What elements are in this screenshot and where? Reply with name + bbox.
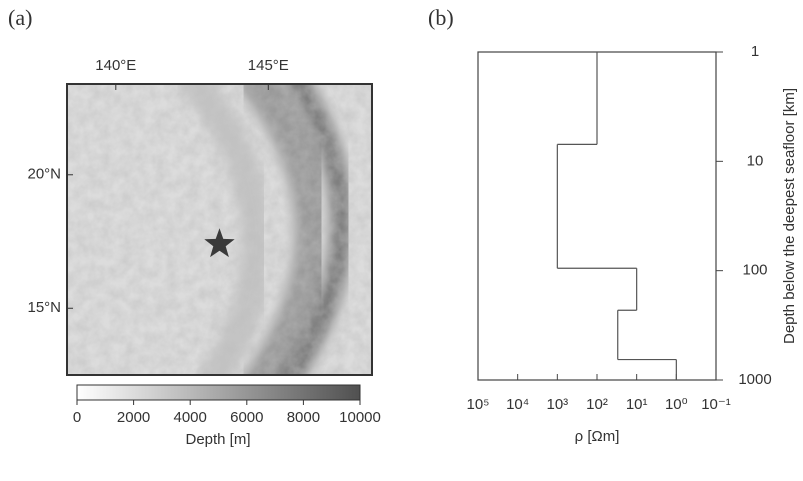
colorbar-tick-label: 10000 <box>339 409 381 426</box>
panel-label: (b) <box>428 5 454 30</box>
colorbar-tick-label: 2000 <box>117 409 150 426</box>
colorbar-tick-label: 8000 <box>287 409 320 426</box>
y-tick-label: 1000 <box>738 371 771 388</box>
x-tick-label: 145°E <box>248 57 289 74</box>
y-tick-label: 15°N <box>27 299 61 316</box>
x-tick-label: 10⁴ <box>506 396 529 413</box>
colorbar-tick-label: 0 <box>73 409 81 426</box>
y-tick-label: 1 <box>751 43 759 60</box>
x-axis-label: ρ [Ωm] <box>575 428 620 445</box>
x-tick-label: 10⁰ <box>665 396 688 413</box>
panel-label: (a) <box>8 5 32 30</box>
x-tick-label: 10⁻¹ <box>701 396 731 413</box>
colorbar-tick-label: 4000 <box>174 409 207 426</box>
colorbar-label: Depth [m] <box>185 431 250 448</box>
figure: (a) 140°E 145°E 15°N 20°N 0 2000 4000 6000 8000 10… <box>0 0 803 481</box>
x-tick-label: 10³ <box>546 396 568 413</box>
colorbar-tick-label: 6000 <box>230 409 263 426</box>
y-axis-label: Depth below the deepest seafloor [km] <box>781 88 798 344</box>
x-tick-label: 10⁵ <box>467 396 490 413</box>
x-tick-label: 10¹ <box>626 396 648 413</box>
y-tick-label: 10 <box>747 152 764 169</box>
y-tick-label: 100 <box>742 262 767 279</box>
colorbar <box>77 385 360 400</box>
x-tick-label: 140°E <box>95 57 136 74</box>
x-tick-label: 10² <box>586 396 608 413</box>
y-tick-label: 20°N <box>27 166 61 183</box>
